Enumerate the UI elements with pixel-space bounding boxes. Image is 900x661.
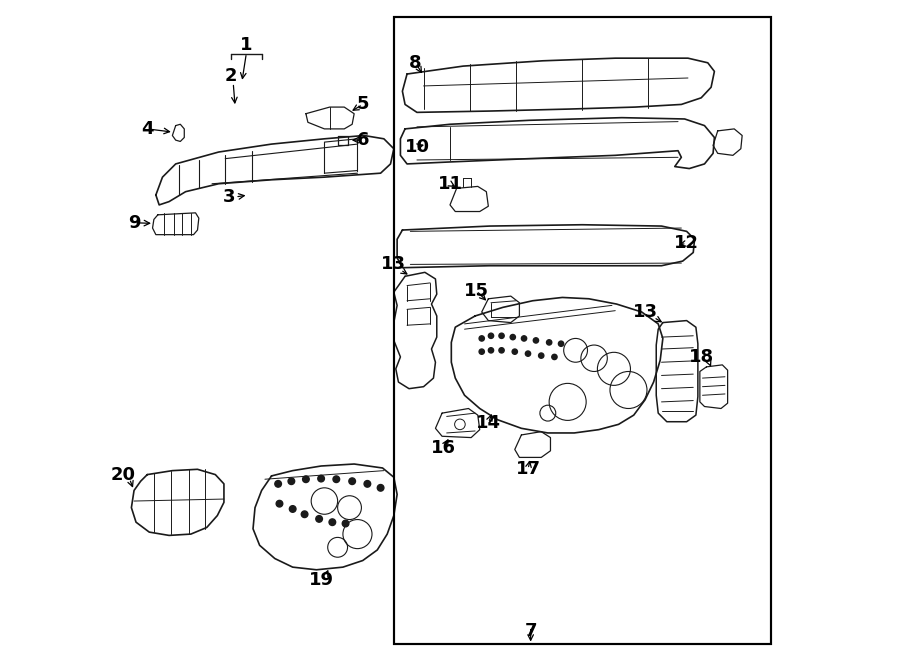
Circle shape [499,348,504,353]
Polygon shape [173,124,184,141]
Text: 16: 16 [431,439,456,457]
Text: 3: 3 [222,188,235,206]
Circle shape [288,478,294,485]
Polygon shape [402,58,715,112]
Circle shape [489,333,493,338]
Polygon shape [397,225,695,268]
Circle shape [364,481,371,487]
Circle shape [512,349,517,354]
Circle shape [274,481,282,487]
Text: 17: 17 [516,460,541,479]
Circle shape [534,338,538,343]
Polygon shape [450,186,489,212]
Polygon shape [394,272,436,389]
Text: 4: 4 [141,120,154,138]
Circle shape [316,516,322,522]
Text: 8: 8 [410,54,422,72]
Circle shape [290,506,296,512]
Polygon shape [153,213,199,235]
Circle shape [302,476,310,483]
Circle shape [342,520,349,527]
Circle shape [546,340,552,345]
Text: 10: 10 [404,137,429,156]
Polygon shape [656,321,698,422]
Polygon shape [515,432,551,457]
Text: 7: 7 [525,622,537,641]
Polygon shape [156,136,394,205]
Circle shape [510,334,516,340]
Text: 13: 13 [382,255,406,274]
Text: 18: 18 [688,348,714,366]
Circle shape [526,351,531,356]
Text: 14: 14 [476,414,500,432]
Polygon shape [700,365,727,408]
Text: 15: 15 [464,282,489,300]
Bar [394,17,770,644]
Circle shape [558,341,563,346]
Circle shape [329,519,336,525]
Polygon shape [131,469,224,535]
Circle shape [276,500,283,507]
Circle shape [302,511,308,518]
Circle shape [377,485,384,491]
Circle shape [479,336,484,341]
Polygon shape [338,136,347,145]
Bar [394,17,770,644]
Circle shape [349,478,356,485]
Text: 6: 6 [356,131,369,149]
Text: 9: 9 [128,214,140,232]
Polygon shape [436,408,480,438]
Text: 5: 5 [356,95,369,114]
Text: 19: 19 [309,571,334,590]
Circle shape [318,475,324,482]
Circle shape [479,349,484,354]
Text: 20: 20 [111,465,135,484]
Circle shape [521,336,526,341]
Polygon shape [713,129,742,155]
Circle shape [538,353,544,358]
Polygon shape [253,464,397,570]
Text: 12: 12 [674,234,699,253]
Text: 1: 1 [240,36,253,54]
Circle shape [552,354,557,360]
Text: 13: 13 [633,303,658,321]
Polygon shape [400,118,715,169]
Text: 2: 2 [224,67,237,85]
Circle shape [333,476,339,483]
Polygon shape [306,107,355,129]
Circle shape [489,348,493,353]
Polygon shape [451,297,662,433]
Text: 11: 11 [437,175,463,193]
Polygon shape [482,296,519,323]
Circle shape [499,333,504,338]
